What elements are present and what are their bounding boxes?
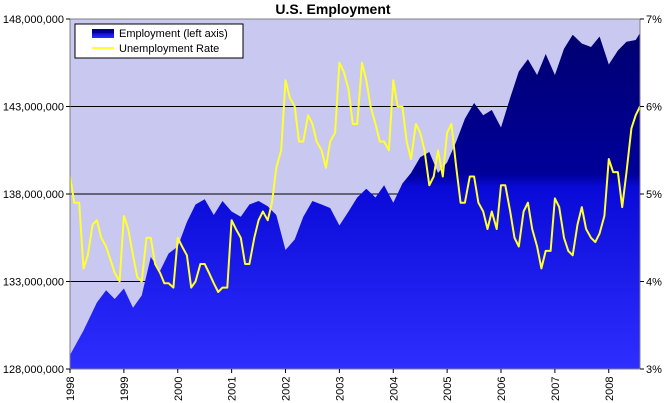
- x-axis: 1998 1999 2000 2001 2002 2003 2004 2005 2006 2007…: [65, 369, 616, 401]
- legend: Employment (left axis) Unemployment Rate: [74, 23, 244, 59]
- x-tick-label: 2004: [388, 377, 400, 401]
- legend-label-unemployment: Unemployment Rate: [119, 43, 219, 55]
- chart-title: U.S. Employment: [275, 1, 390, 17]
- x-tick-label: 1998: [65, 377, 77, 401]
- x-tick-label: 2006: [496, 377, 508, 401]
- right-tick-label: 7%: [646, 14, 662, 26]
- right-axis: 3% 4% 5% 6% 7%: [640, 14, 662, 376]
- x-tick-label: 1999: [119, 377, 131, 401]
- left-tick-label: 128,000,000: [3, 364, 64, 376]
- x-tick-label: 2007: [550, 377, 562, 401]
- x-tick-label: 2000: [173, 377, 185, 401]
- x-tick-label: 2005: [442, 377, 454, 401]
- right-tick-label: 5%: [646, 189, 662, 201]
- left-tick-label: 143,000,000: [3, 102, 64, 114]
- left-tick-label: 133,000,000: [3, 277, 64, 289]
- right-tick-label: 3%: [646, 364, 662, 376]
- series-area-employment: [70, 33, 640, 369]
- right-tick-label: 6%: [646, 102, 662, 114]
- x-tick-label: 2008: [604, 377, 616, 401]
- x-tick-label: 2001: [227, 377, 239, 401]
- left-tick-label: 138,000,000: [3, 189, 64, 201]
- series-line-unemployment-rate: [70, 61, 640, 293]
- left-tick-label: 148,000,000: [3, 14, 64, 26]
- left-axis: 128,000,000 133,000,000 138,000,000 143,000…: [3, 14, 70, 376]
- x-tick-label: 2002: [281, 377, 293, 401]
- legend-label-employment: Employment (left axis): [119, 28, 228, 40]
- right-tick-label: 4%: [646, 277, 662, 289]
- legend-swatch-employment: [92, 29, 114, 38]
- x-tick-label: 2003: [334, 377, 346, 401]
